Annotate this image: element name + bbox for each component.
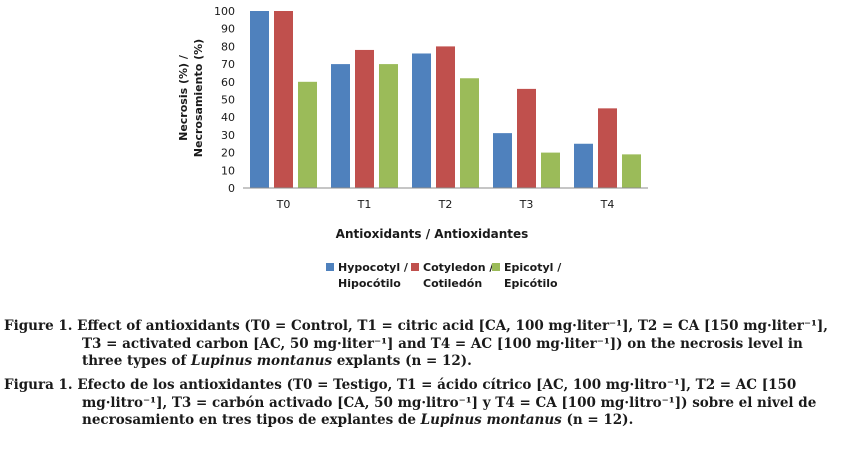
legend-label-1-line1: Hypocotyl / (338, 261, 409, 274)
bar-t2-series-2 (436, 46, 455, 189)
legend-label-2-line1: Cotyledon / (423, 261, 494, 274)
bar-t0-series-3 (298, 81, 317, 188)
caption-en-text: Figure 1. Effect of antioxidants (T0 = C… (4, 318, 828, 369)
caption-es-species: Lupinus montanus (420, 412, 562, 428)
x-axis-ticks: T0 T1 T2 T3 T4 (276, 198, 615, 211)
y-tick-label: 30 (221, 129, 235, 142)
bar-t1-series-2 (355, 49, 374, 188)
y-tick-label: 70 (221, 58, 235, 71)
legend-label-3-line1: Epicotyl / (504, 261, 562, 274)
x-axis-label: Antioxidants / Antioxidantes (336, 227, 529, 241)
legend-label-3-line2: Epicótilo (504, 277, 558, 290)
legend-swatch-1 (326, 263, 334, 271)
legend-swatch-2 (411, 263, 419, 271)
legend-label-2-line2: Cotiledón (423, 277, 482, 290)
bar-t4-series-2 (598, 108, 617, 188)
y-axis-label-line1: Necrosis (%) / (177, 54, 190, 141)
y-tick-label: 50 (221, 94, 235, 107)
y-tick-label: 40 (221, 111, 235, 124)
bar-t3-series-1 (493, 133, 512, 188)
bar-t4-series-1 (574, 143, 593, 188)
bar-t1-series-3 (379, 64, 398, 188)
x-tick-label-t3: T3 (519, 198, 534, 211)
bar-t3-series-2 (517, 88, 536, 188)
figure-caption-english: Figure 1. Effect of antioxidants (T0 = C… (4, 318, 846, 371)
legend-label-1-line2: Hipocótilo (338, 277, 401, 290)
bar-t0-series-2 (274, 11, 293, 188)
figure-caption-spanish: Figura 1. Efecto de los antioxidantes (T… (4, 377, 846, 430)
caption-es-text: Figura 1. Efecto de los antioxidantes (T… (4, 377, 817, 428)
y-tick-label: 20 (221, 147, 235, 160)
caption-es-suffix: (n = 12). (561, 412, 634, 428)
bar-t1-series-1 (331, 64, 350, 188)
x-tick-label-t0: T0 (276, 198, 291, 211)
y-tick-label: 100 (214, 5, 235, 18)
y-tick-label: 90 (221, 23, 235, 36)
x-tick-label-t1: T1 (357, 198, 372, 211)
bar-t2-series-1 (412, 53, 431, 189)
caption-en-suffix: explants (n = 12). (332, 353, 472, 369)
bars (250, 11, 641, 189)
y-axis-label-line2: Necrosamiento (%) (192, 39, 205, 157)
y-tick-label: 60 (221, 76, 235, 89)
bar-t3-series-3 (541, 152, 560, 188)
y-tick-label: 80 (221, 40, 235, 53)
y-tick-label: 10 (221, 164, 235, 177)
x-tick-label-t2: T2 (438, 198, 453, 211)
y-axis-ticks: 0 10 20 30 40 50 60 70 80 90 100 (214, 5, 235, 195)
bar-t2-series-3 (460, 78, 479, 188)
bar-t4-series-3 (622, 154, 641, 188)
caption-en-species: Lupinus montanus (190, 353, 333, 369)
x-tick-label-t4: T4 (600, 198, 615, 211)
necrosis-bar-chart: 0 10 20 30 40 50 60 70 80 90 100 T0 T1 T2 T3 T4 Necros… (177, 5, 648, 290)
y-tick-label: 0 (228, 182, 235, 195)
legend: Hypocotyl / Hipocótilo Cotyledon / Cotiledó… (326, 261, 562, 290)
legend-swatch-3 (492, 263, 500, 271)
bar-t0-series-1 (250, 11, 269, 188)
